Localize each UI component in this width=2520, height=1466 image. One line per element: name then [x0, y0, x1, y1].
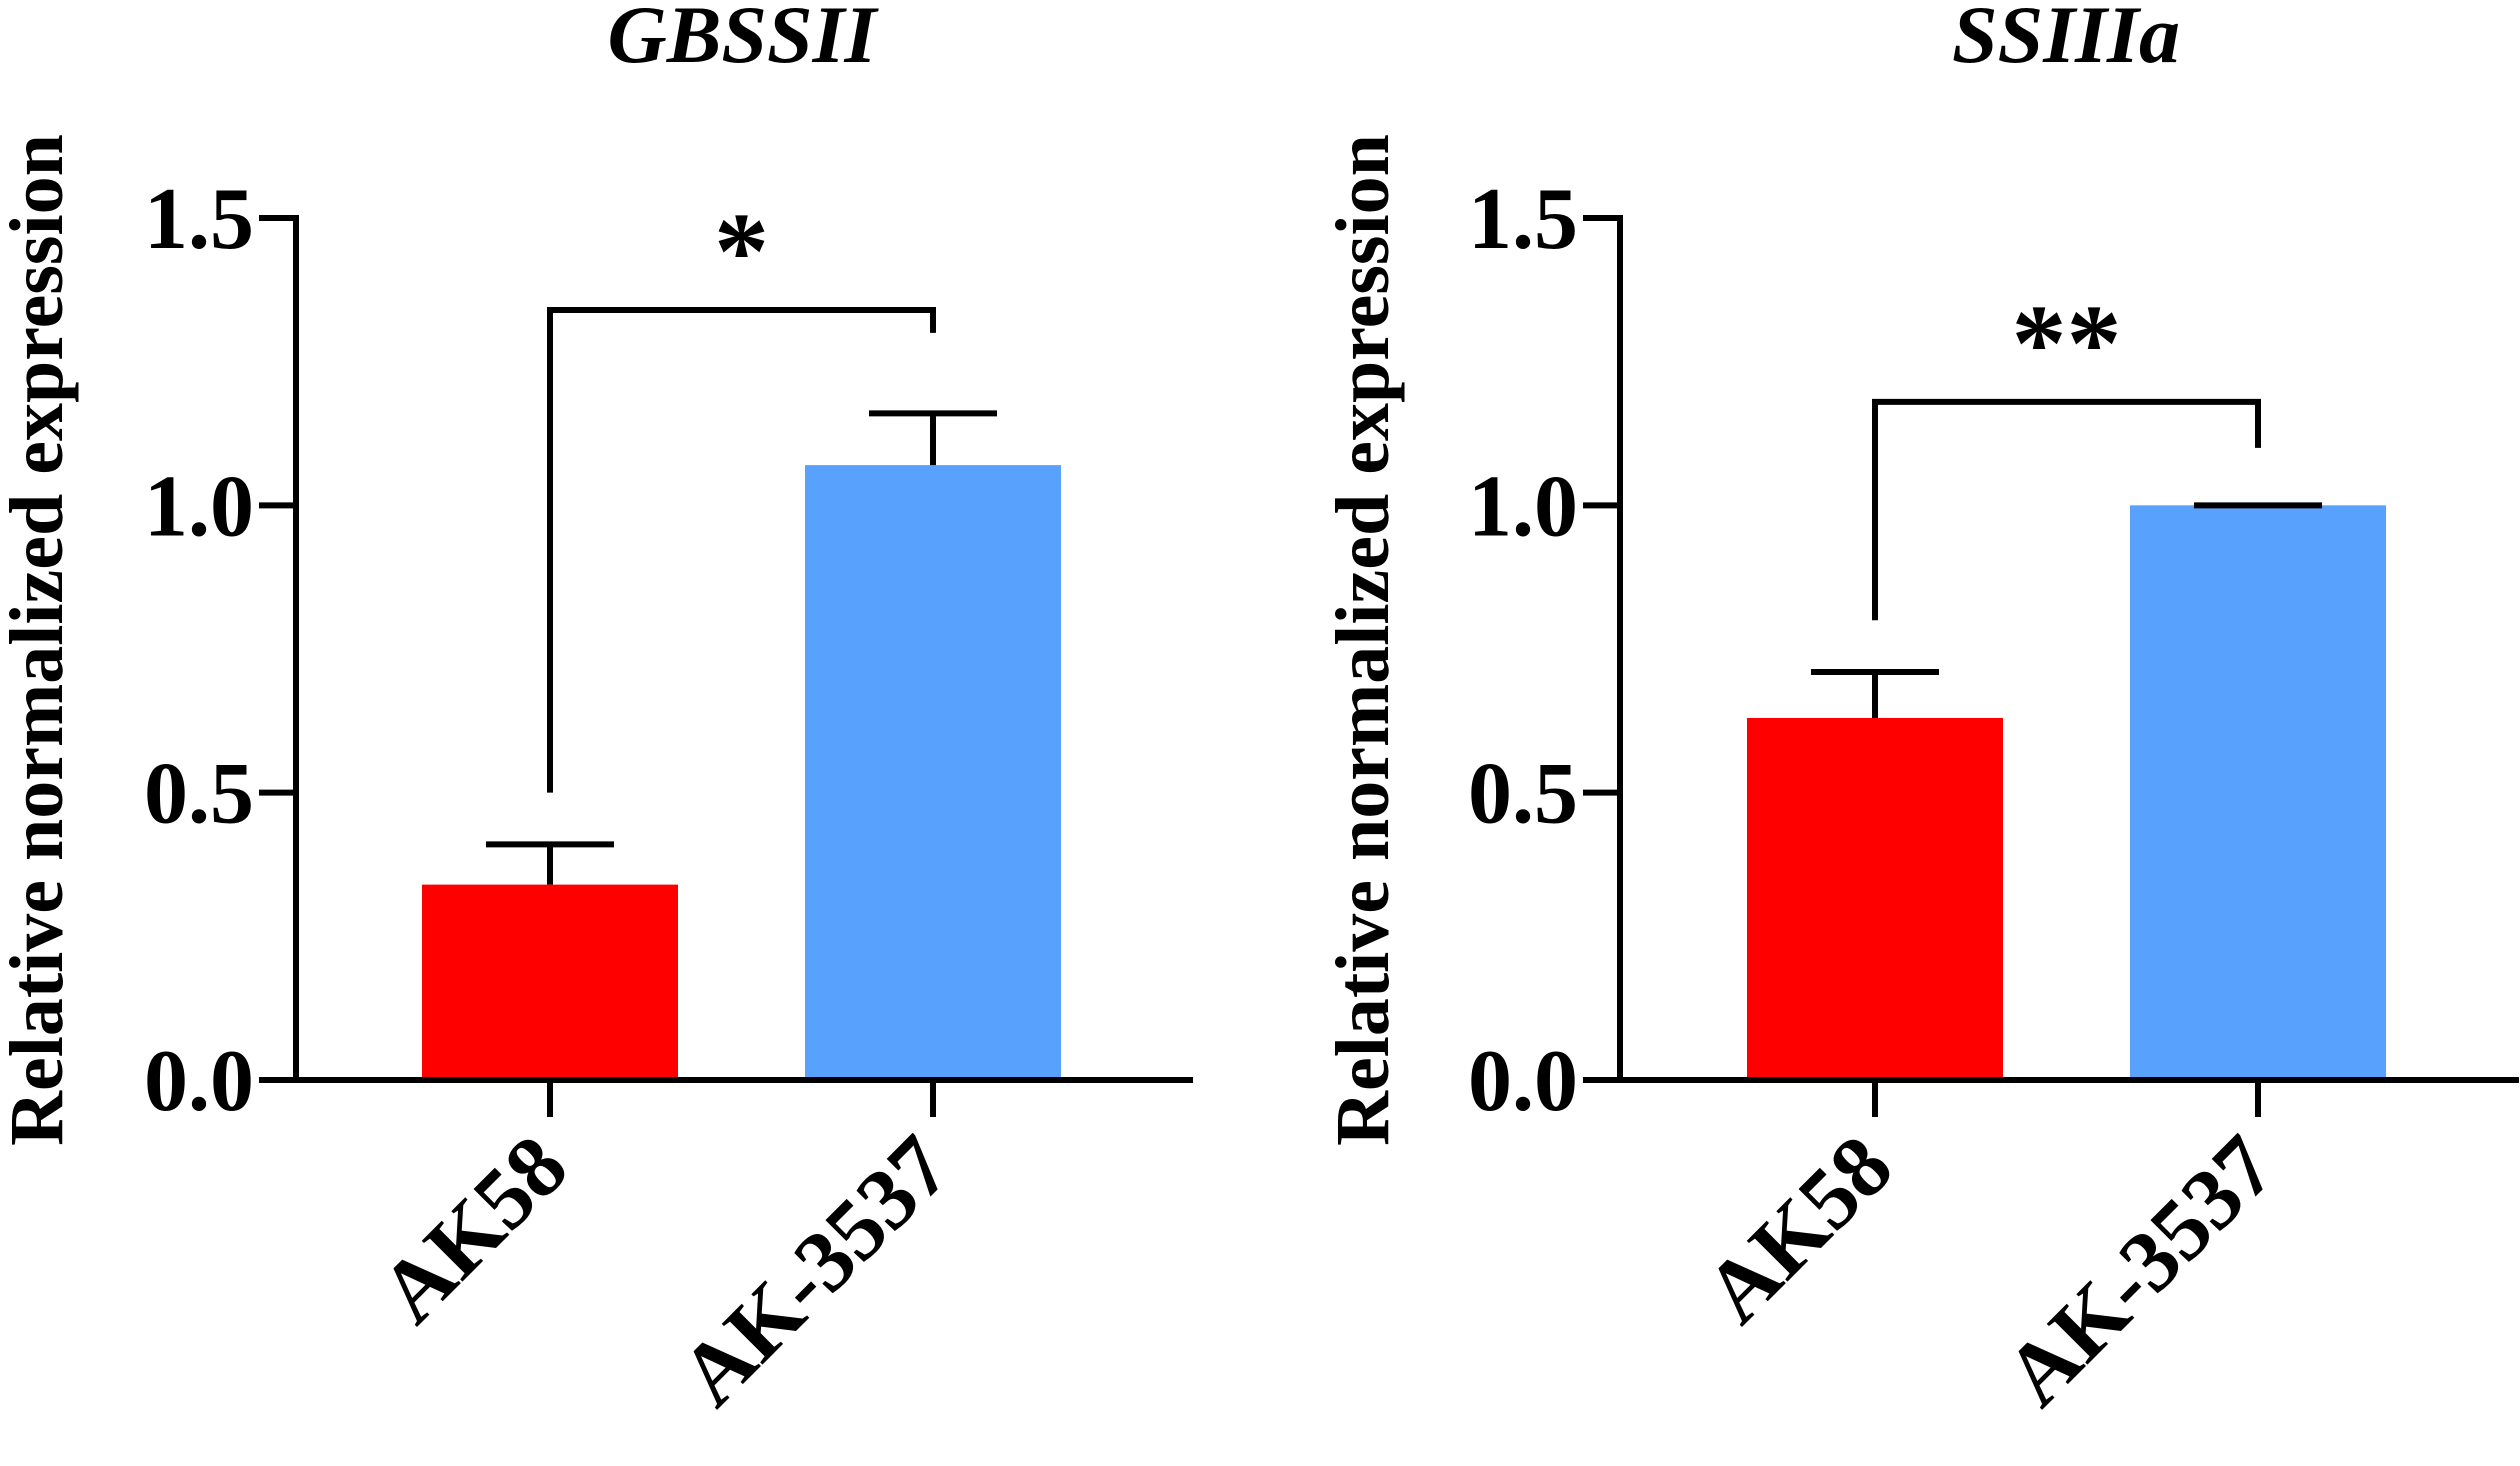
- y-tick-label: 1.0: [1468, 458, 1578, 555]
- significance-label: **: [2012, 282, 2122, 404]
- panel-gbssii: GBSSII Relative normalized expression 0.…: [0, 0, 1193, 1425]
- y-tick-label: 1.5: [1468, 171, 1578, 268]
- bar: [422, 884, 678, 1080]
- x-category-label: AK58: [1687, 1118, 1911, 1342]
- y-tick-label: 1.0: [144, 458, 254, 555]
- x-category-label: AK-3537: [1987, 1118, 2294, 1425]
- bars: [422, 410, 1061, 1080]
- bars: [1747, 502, 2386, 1080]
- y-tick-label: 0.5: [1468, 746, 1578, 843]
- y-axis-label: Relative normalized expression: [1321, 134, 1405, 1146]
- significance-bracket: [547, 306, 936, 793]
- y-tick-label: 0.5: [144, 746, 254, 843]
- significance-label: *: [714, 190, 769, 312]
- y-ticks: 0.0 0.5 1.0 1.5: [144, 171, 299, 1130]
- y-tick-label: 0.0: [1468, 1033, 1578, 1130]
- y-tick-label: 1.5: [144, 171, 254, 268]
- axes: [293, 215, 1193, 1117]
- axes: [1617, 215, 2519, 1117]
- x-category-labels: AK58 AK-3537: [362, 1118, 969, 1425]
- significance-annotation: **: [1872, 282, 2261, 621]
- significance-bracket: [1872, 398, 2261, 621]
- bar: [805, 465, 1061, 1080]
- x-category-label: AK58: [362, 1118, 586, 1342]
- bar: [1747, 717, 2003, 1080]
- x-category-label: AK-3537: [662, 1118, 969, 1425]
- panel-ssiiia: SSIIIa Relative normalized expression 0.…: [1321, 0, 2519, 1425]
- bar: [2130, 505, 2386, 1080]
- significance-annotation: *: [547, 190, 936, 793]
- chart-title: GBSSII: [608, 0, 880, 80]
- chart-title: SSIIIa: [1952, 0, 2180, 80]
- y-ticks: 0.0 0.5 1.0 1.5: [1468, 171, 1623, 1130]
- y-axis-label: Relative normalized expression: [0, 134, 79, 1146]
- x-category-labels: AK58 AK-3537: [1687, 1118, 2294, 1425]
- y-tick-label: 0.0: [144, 1033, 254, 1130]
